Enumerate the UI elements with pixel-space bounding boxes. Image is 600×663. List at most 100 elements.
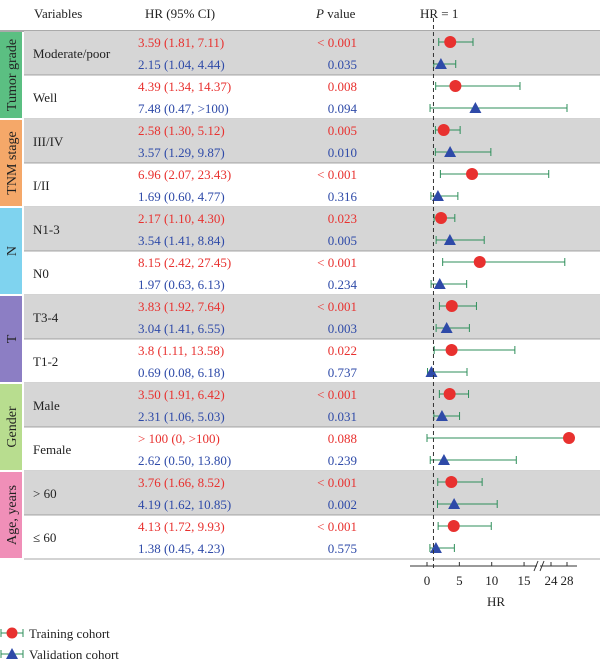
header-variables: Variables <box>34 6 83 21</box>
hr-ci-text: 6.96 (2.07, 23.43) <box>138 167 231 182</box>
hr-ci-text: 8.15 (2.42, 27.45) <box>138 255 231 270</box>
legend-label: Validation cohort <box>29 647 119 662</box>
legend-training-marker <box>6 627 18 639</box>
p-value-text: < 0.001 <box>317 255 357 270</box>
x-tick-label: 0 <box>424 573 431 588</box>
group-color-band <box>0 32 22 118</box>
training-point <box>445 476 458 488</box>
group-label: Age, years <box>5 485 20 545</box>
legend-validation-marker <box>6 648 18 659</box>
p-value-text: 0.088 <box>328 431 357 446</box>
subgroup-label: T1-2 <box>33 354 58 369</box>
hr-ci-text: 7.48 (0.47, >100) <box>138 101 229 116</box>
validation-point <box>434 58 447 69</box>
p-value-text: 0.008 <box>328 79 357 94</box>
hr-ci-text: 2.31 (1.06, 5.03) <box>138 409 225 424</box>
group-label: Tumor grade <box>5 39 20 111</box>
subgroup-label: T3-4 <box>33 310 59 325</box>
group-label: TNM stage <box>5 131 20 194</box>
validation-point <box>433 278 446 289</box>
p-value-text: 0.737 <box>328 365 358 380</box>
group-label: N <box>5 246 20 256</box>
validation-point <box>443 234 456 245</box>
group-color-band <box>0 472 22 558</box>
training-point <box>435 212 448 224</box>
hr-ci-text: 3.57 (1.29, 9.87) <box>138 145 225 160</box>
hr-ci-text: 3.50 (1.91, 6.42) <box>138 387 225 402</box>
p-value-text: 0.234 <box>328 277 358 292</box>
p-value-text: < 0.001 <box>317 167 357 182</box>
validation-point <box>435 410 448 421</box>
legend-label: Training cohort <box>29 626 110 641</box>
validation-point <box>431 190 444 201</box>
hr-ci-text: 1.69 (0.60, 4.77) <box>138 189 225 204</box>
validation-point <box>469 102 482 113</box>
validation-point <box>444 146 457 157</box>
validation-point <box>437 454 450 465</box>
p-value-text: 0.005 <box>328 123 357 138</box>
subgroup-shade-band <box>24 119 600 163</box>
hr-ci-text: 3.54 (1.41, 8.84) <box>138 233 225 248</box>
x-tick-label: 10 <box>485 573 498 588</box>
subgroup-label: Moderate/poor <box>33 46 111 61</box>
x-tick-label: 5 <box>456 573 463 588</box>
validation-point <box>429 542 442 553</box>
p-value-text: 0.239 <box>328 453 357 468</box>
p-value-text: 0.003 <box>328 321 357 336</box>
x-tick-label: 28 <box>561 573 574 588</box>
training-point <box>444 36 457 48</box>
header-p-suffix: value <box>323 6 356 21</box>
hr-ci-text: > 100 (0, >100) <box>138 431 220 446</box>
hr-ci-text: 3.04 (1.41, 6.55) <box>138 321 225 336</box>
axis-break-mark <box>533 560 539 572</box>
p-value-text: < 0.001 <box>317 387 357 402</box>
p-value-text: < 0.001 <box>317 475 357 490</box>
p-value-text: 0.005 <box>328 233 357 248</box>
training-point <box>473 256 486 268</box>
subgroup-shade-band <box>24 471 600 515</box>
header-p-value: P value <box>316 6 355 22</box>
group-color-band <box>0 120 22 206</box>
x-tick-label: 15 <box>518 573 531 588</box>
hr-ci-text: 2.58 (1.30, 5.12) <box>138 123 225 138</box>
group-color-band <box>0 296 22 382</box>
x-axis-label: HR <box>487 594 505 609</box>
group-color-band <box>0 208 22 294</box>
p-value-text: 0.035 <box>328 57 357 72</box>
hr-ci-text: 2.62 (0.50, 13.80) <box>138 453 231 468</box>
subgroup-label: N0 <box>33 266 49 281</box>
training-point <box>445 300 458 312</box>
subgroup-label: I/II <box>33 178 50 193</box>
hr-ci-text: 3.76 (1.66, 8.52) <box>138 475 225 490</box>
hr-ci-text: 3.59 (1.81, 7.11) <box>138 35 224 50</box>
p-value-text: < 0.001 <box>317 35 357 50</box>
subgroup-shade-band <box>24 31 600 75</box>
hr-ci-text: 2.17 (1.10, 4.30) <box>138 211 225 226</box>
p-value-text: 0.002 <box>328 497 357 512</box>
header-reference: HR = 1 <box>420 6 459 21</box>
training-point <box>445 344 458 356</box>
x-tick-label: 24 <box>545 573 559 588</box>
validation-point <box>448 498 461 509</box>
hr-ci-text: 4.13 (1.72, 9.93) <box>138 519 225 534</box>
subgroup-shade-band <box>24 383 600 427</box>
subgroup-label: Well <box>33 90 58 105</box>
subgroup-label: N1-3 <box>33 222 60 237</box>
training-point <box>466 168 479 180</box>
p-value-text: 0.575 <box>328 541 357 556</box>
group-label: Gender <box>5 406 20 448</box>
hr-ci-text: 4.39 (1.34, 14.37) <box>138 79 231 94</box>
header-p-italic: P <box>316 6 324 21</box>
training-point <box>563 432 575 444</box>
group-color-band <box>0 384 22 470</box>
training-point <box>437 124 450 136</box>
training-point <box>449 80 462 92</box>
p-value-text: 0.316 <box>328 189 358 204</box>
p-value-text: 0.023 <box>328 211 357 226</box>
hr-ci-text: 2.15 (1.04, 4.44) <box>138 57 225 72</box>
p-value-text: < 0.001 <box>317 299 357 314</box>
p-value-text: < 0.001 <box>317 519 357 534</box>
hr-ci-text: 4.19 (1.62, 10.85) <box>138 497 231 512</box>
